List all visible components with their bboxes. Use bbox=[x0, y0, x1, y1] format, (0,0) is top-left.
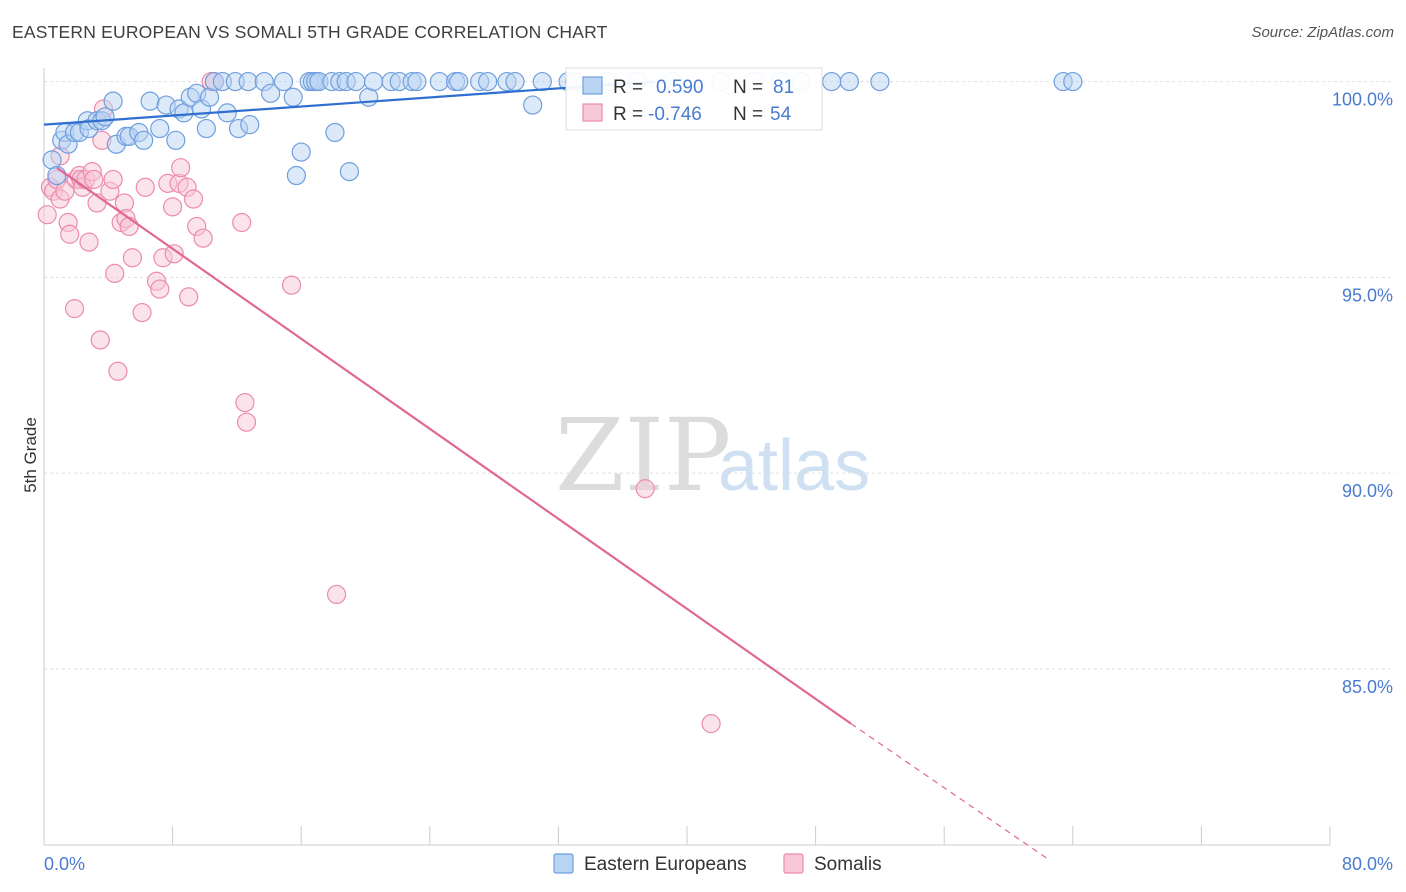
data-point bbox=[839, 71, 859, 92]
x-tick-label-min: 0.0% bbox=[44, 854, 85, 874]
data-point bbox=[150, 118, 170, 139]
data-point bbox=[273, 71, 294, 92]
y-tick-label: 90.0% bbox=[1342, 481, 1393, 501]
data-point bbox=[326, 584, 347, 605]
data-point bbox=[79, 232, 99, 252]
data-point bbox=[232, 212, 252, 233]
data-point bbox=[236, 412, 257, 432]
legend-swatch-blue bbox=[582, 76, 603, 95]
data-point bbox=[103, 169, 123, 190]
data-point bbox=[701, 714, 721, 734]
axes bbox=[43, 68, 1331, 846]
trend-line-blue bbox=[43, 80, 655, 126]
watermark: ZIP atlas bbox=[555, 397, 870, 514]
watermark-atlas: atlas bbox=[718, 426, 870, 506]
data-point bbox=[240, 115, 260, 135]
data-point bbox=[429, 71, 450, 92]
data-point bbox=[135, 177, 155, 197]
data-point bbox=[47, 165, 67, 186]
data-point bbox=[635, 479, 655, 499]
bottom-legend-label-pink: Somalis bbox=[814, 854, 882, 875]
data-point bbox=[183, 189, 204, 209]
bottom-legend-label-blue: Eastern Europeans bbox=[584, 854, 747, 875]
data-point bbox=[164, 244, 184, 264]
data-point bbox=[193, 228, 213, 248]
data-point bbox=[108, 361, 128, 381]
legend-swatch-pink bbox=[582, 103, 603, 122]
series-eastern-europeans-points bbox=[42, 71, 1083, 186]
bottom-legend: Eastern Europeans Somalis bbox=[553, 853, 882, 875]
data-point bbox=[238, 71, 258, 92]
data-point bbox=[105, 263, 125, 284]
data-point bbox=[346, 71, 366, 92]
legend-blue-n-label: N = bbox=[733, 77, 763, 98]
data-point bbox=[90, 330, 110, 350]
data-point bbox=[478, 71, 498, 92]
data-point bbox=[134, 130, 154, 150]
data-point bbox=[150, 279, 170, 299]
data-point bbox=[140, 91, 160, 111]
bottom-legend-swatch-blue bbox=[553, 853, 574, 874]
data-point bbox=[119, 216, 139, 237]
data-point bbox=[449, 71, 469, 92]
data-point bbox=[171, 158, 191, 178]
chart-title: EASTERN EUROPEAN VS SOMALI 5TH GRADE COR… bbox=[12, 22, 608, 42]
data-point bbox=[407, 71, 427, 92]
chart-source: Source: ZipAtlas.com bbox=[1251, 24, 1394, 41]
y-tick-label: 85.0% bbox=[1342, 677, 1393, 697]
data-point bbox=[870, 71, 890, 92]
data-point bbox=[64, 299, 85, 319]
legend-blue-n-value: 81 bbox=[773, 77, 794, 98]
trend-line-pink bbox=[56, 166, 852, 725]
gridlines bbox=[44, 81, 1395, 670]
data-point bbox=[166, 130, 186, 150]
data-point bbox=[286, 165, 306, 186]
legend-pink-n-value: 54 bbox=[770, 104, 792, 125]
data-point bbox=[235, 393, 255, 413]
data-point bbox=[291, 142, 311, 162]
data-point bbox=[261, 83, 281, 103]
legend-pink-r-label: R = bbox=[613, 104, 643, 125]
y-tick-labels: 100.0% 95.0% 90.0% 85.0% bbox=[1332, 90, 1393, 697]
bottom-legend-swatch-pink bbox=[783, 853, 804, 874]
data-point bbox=[822, 71, 842, 92]
series-somalis-points bbox=[37, 71, 721, 734]
data-point bbox=[339, 162, 360, 182]
legend-frame bbox=[565, 67, 823, 131]
trend-line-extension-pink bbox=[850, 723, 1051, 862]
data-point bbox=[363, 71, 384, 92]
data-point bbox=[196, 118, 216, 139]
data-point bbox=[84, 169, 104, 190]
legend-pink-r-value: -0.746 bbox=[648, 104, 702, 125]
data-point bbox=[37, 205, 57, 225]
data-point bbox=[505, 71, 525, 92]
y-tick-label: 95.0% bbox=[1342, 285, 1393, 305]
data-point bbox=[281, 275, 302, 295]
data-point bbox=[532, 71, 552, 92]
data-point bbox=[163, 197, 183, 217]
legend-blue-r-value: 0.590 bbox=[656, 77, 704, 98]
data-point bbox=[179, 287, 199, 307]
y-axis-title: 5th Grade bbox=[21, 417, 40, 493]
trend-lines bbox=[43, 80, 1051, 862]
legend-pink-n-label: N = bbox=[733, 104, 763, 125]
data-point bbox=[122, 248, 143, 268]
x-tick-label-max: 80.0% bbox=[1342, 854, 1393, 874]
data-point bbox=[325, 122, 345, 143]
data-point bbox=[103, 91, 123, 111]
legend-blue-r-label: R = bbox=[613, 77, 643, 98]
data-point bbox=[1063, 71, 1083, 92]
data-point bbox=[132, 302, 152, 323]
x-tick-labels: 0.0% 80.0% bbox=[44, 854, 1393, 874]
data-point bbox=[523, 95, 543, 115]
data-point bbox=[60, 224, 80, 244]
y-tick-label: 100.0% bbox=[1332, 90, 1393, 110]
data-point bbox=[283, 87, 303, 107]
legend-box: R = 0.590 N = 81 R = -0.746 N = 54 bbox=[565, 67, 823, 131]
